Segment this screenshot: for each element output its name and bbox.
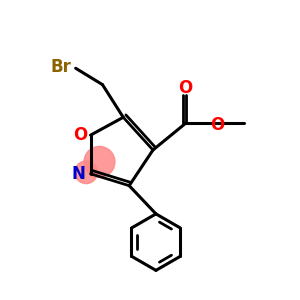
Text: O: O [73,126,87,144]
Text: O: O [178,80,193,98]
Circle shape [84,146,115,177]
Text: Br: Br [50,58,71,76]
Text: N: N [72,165,86,183]
Circle shape [75,161,98,184]
Text: O: O [210,116,224,134]
